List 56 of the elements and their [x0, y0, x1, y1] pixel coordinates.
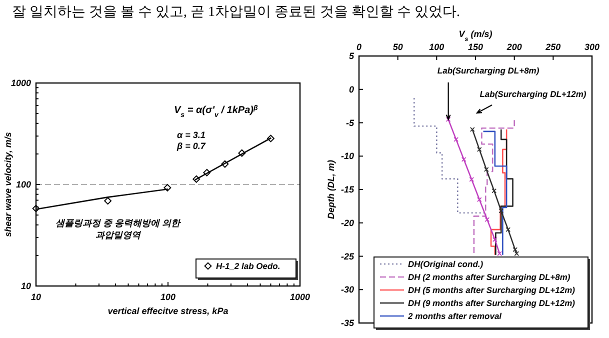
y-tick-label: -5 [346, 118, 355, 128]
legend-label: DH (2 months after Surcharging DL+8m) [408, 272, 570, 282]
x-tick-label: 250 [544, 42, 561, 52]
line-series [413, 97, 486, 214]
y-tick-label: -25 [340, 251, 355, 262]
x-tick-label: 200 [506, 42, 522, 52]
y-tick-label: -30 [340, 284, 354, 295]
x-tick-label: 300 [584, 42, 600, 52]
line-series [495, 128, 514, 256]
line-series [473, 119, 515, 256]
x-tick-label: 100 [160, 292, 176, 302]
line-series [482, 130, 508, 256]
y-tick-label: -10 [340, 151, 354, 162]
x-axis-title: V$_{s}$ (m/s) [458, 29, 492, 42]
y-tick-label: 100 [16, 180, 31, 190]
annotation: 샘플링과정 중 응력해방에 의한 과압밀영역 [56, 218, 182, 240]
y-tick-label: 1000 [10, 78, 31, 88]
point [461, 157, 466, 162]
point [512, 247, 518, 252]
legend-label: DH (5 months after Surcharging DL+12m) [408, 285, 576, 295]
y-tick-label: -15 [340, 184, 355, 194]
x-tick-label: 50 [392, 42, 403, 52]
legend-label: DH(Original cond.) [408, 259, 484, 269]
annotation: V$_{s}$ = α(σ'$_{v}$ / 1kPa)$^{β}$ [174, 104, 258, 118]
legend-label: H-1_2 lab Oedo. [216, 261, 280, 271]
annotation: β = 0.7 [176, 141, 206, 151]
y-tick-label: -35 [340, 318, 355, 328]
y-tick-label: 10 [20, 281, 31, 291]
y-tick-label: 5 [348, 51, 355, 61]
legend-label: DH (9 months after Surcharging DL+12m) [408, 298, 576, 308]
x-tick-label: 10 [30, 292, 42, 302]
text: 잘 일치하는 것을 볼 수 있고, 곧 1차압밀이 종료된 것을 확인할 수 있었다. [12, 5, 460, 20]
point [506, 227, 511, 232]
point [492, 188, 497, 194]
line-series [490, 128, 508, 256]
y-axis-title: shear wave velocity, m/s [3, 132, 13, 237]
point [484, 167, 489, 172]
point [484, 217, 490, 222]
legend-label: 2 months after removal [407, 311, 502, 321]
point [476, 197, 482, 202]
annotation: Lab(Surcharging DL+8m) [437, 65, 540, 76]
y-tick-label: -20 [340, 218, 354, 228]
x-tick-label: 100 [429, 42, 444, 52]
point [454, 136, 459, 142]
x-tick-label: 150 [468, 42, 484, 52]
point [469, 177, 474, 182]
point [498, 208, 504, 214]
y-axis-title: Depth (DL, m) [326, 160, 336, 219]
x-axis-title: vertical effecitve stress, kPa [108, 306, 228, 316]
y-tick-label: 0 [348, 84, 354, 94]
annotation: Lab(Surcharging DL+12m) [480, 89, 586, 99]
x-tick-label: 1000 [290, 292, 310, 302]
x-tick-label: 0 [356, 42, 362, 52]
point [492, 237, 498, 242]
annotation: α = 3.1 [177, 130, 206, 140]
point [476, 147, 482, 152]
